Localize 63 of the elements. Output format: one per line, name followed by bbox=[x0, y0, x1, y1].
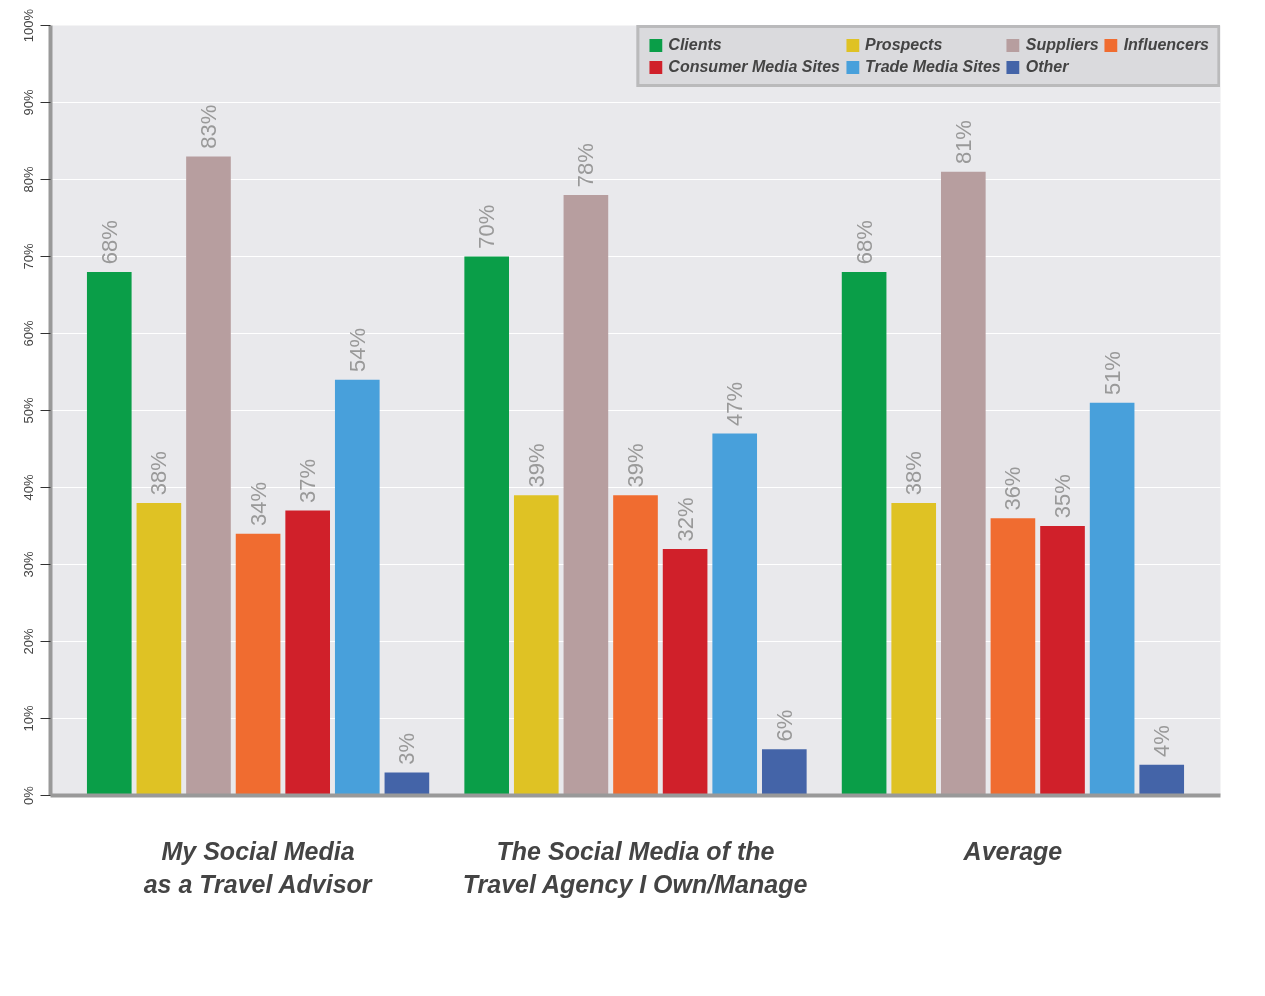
bar bbox=[662, 549, 708, 796]
bar bbox=[285, 510, 331, 796]
bar bbox=[990, 518, 1036, 796]
bar bbox=[86, 271, 132, 796]
bar bbox=[136, 502, 182, 796]
data-label: 6% bbox=[771, 709, 797, 742]
legend-label: Prospects bbox=[864, 36, 943, 54]
bar bbox=[513, 495, 559, 796]
bar bbox=[464, 256, 510, 796]
y-tick-label: 80% bbox=[20, 166, 36, 193]
y-tick-label: 40% bbox=[20, 474, 36, 501]
bar bbox=[761, 749, 807, 796]
y-tick-label: 100% bbox=[20, 8, 36, 43]
bar bbox=[563, 194, 609, 796]
data-label: 36% bbox=[1000, 466, 1026, 511]
legend-label: Other bbox=[1025, 58, 1069, 76]
data-label: 38% bbox=[901, 451, 927, 496]
legend-label: Suppliers bbox=[1025, 36, 1099, 54]
data-label: 39% bbox=[623, 443, 648, 488]
data-label: 38% bbox=[146, 451, 172, 496]
legend-label: Consumer Media Sites bbox=[668, 58, 840, 76]
x-tick-label: My Social Media as a Travel Advisor bbox=[143, 836, 373, 899]
x-tick-label: The Social Media of the Travel Agency I Own/Manage bbox=[462, 836, 808, 899]
data-label: 83% bbox=[195, 104, 221, 149]
bar bbox=[940, 171, 986, 796]
data-label: 34% bbox=[245, 481, 271, 526]
bar bbox=[235, 533, 281, 796]
bar bbox=[334, 379, 380, 796]
data-label: 32% bbox=[672, 497, 698, 542]
y-tick-label: 20% bbox=[20, 628, 36, 655]
bar bbox=[186, 156, 231, 796]
y-tick-label: 70% bbox=[20, 243, 36, 270]
legend-label: Clients bbox=[668, 36, 722, 54]
data-label: 35% bbox=[1050, 474, 1076, 519]
data-label: 4% bbox=[1149, 725, 1175, 757]
data-label: 78% bbox=[573, 143, 599, 188]
data-label: 70% bbox=[474, 204, 500, 249]
data-label: 39% bbox=[523, 443, 549, 488]
bar bbox=[841, 271, 887, 796]
y-tick-label: 30% bbox=[20, 551, 36, 578]
legend-label: Trade Media Sites bbox=[864, 58, 1001, 76]
data-label: 68% bbox=[851, 220, 877, 265]
data-label: 81% bbox=[950, 120, 976, 165]
bar bbox=[1040, 526, 1085, 796]
data-label: 3% bbox=[394, 732, 420, 765]
bar bbox=[1139, 764, 1185, 796]
bar bbox=[891, 502, 937, 796]
y-tick-label: 60% bbox=[20, 320, 36, 347]
y-tick-label: 50% bbox=[20, 397, 36, 424]
y-tick-label: 10% bbox=[20, 705, 36, 732]
bar bbox=[384, 772, 430, 796]
data-label: 47% bbox=[722, 381, 748, 426]
bar bbox=[1089, 402, 1135, 796]
bar bbox=[613, 495, 658, 796]
data-label: 54% bbox=[344, 327, 370, 372]
bar bbox=[712, 433, 758, 796]
data-label: 37% bbox=[295, 458, 321, 503]
y-tick-label: 0% bbox=[20, 785, 36, 805]
data-label: 51% bbox=[1099, 351, 1125, 396]
legend-label: Influencers bbox=[1123, 36, 1209, 54]
x-tick-label: Average bbox=[962, 836, 1063, 865]
data-label: 68% bbox=[96, 220, 122, 265]
y-tick-label: 90% bbox=[20, 89, 36, 116]
